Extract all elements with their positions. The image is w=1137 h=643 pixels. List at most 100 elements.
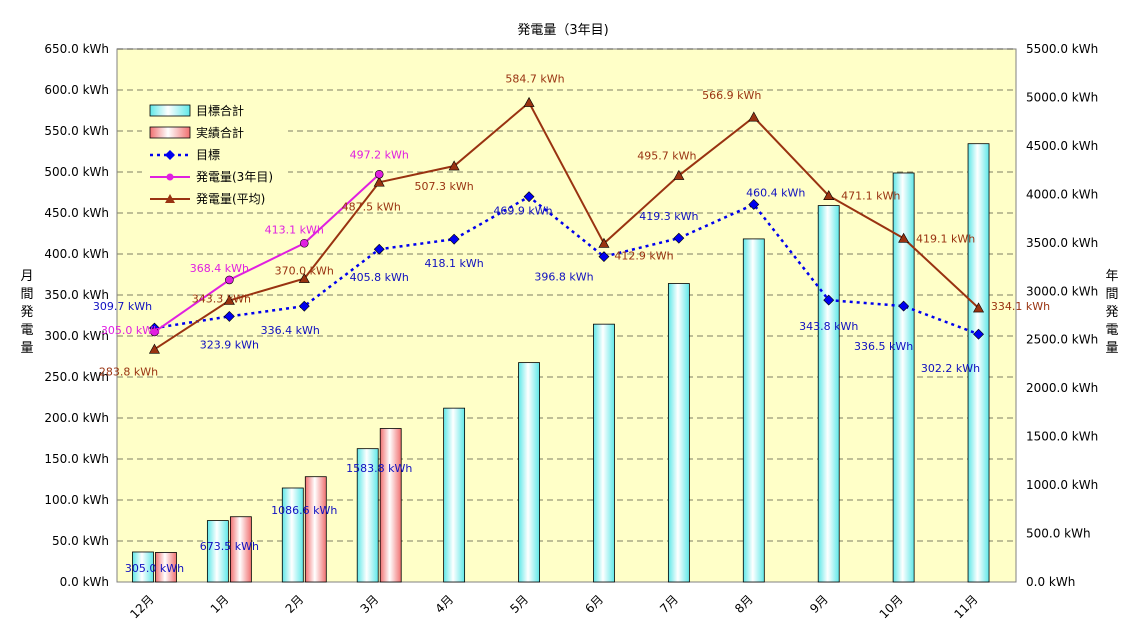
year3-line	[153, 173, 380, 333]
average-point	[223, 294, 235, 305]
bar-target-total	[967, 143, 990, 583]
bar-target-total	[667, 283, 690, 583]
target-point	[973, 328, 984, 340]
bar-target-total	[281, 487, 304, 583]
y-right-tick-label: 1500.0 kWh	[1026, 430, 1098, 444]
actual-total-data-label: 305.0 kWh	[125, 562, 184, 575]
target-data-label: 323.9 kWh	[200, 338, 259, 351]
y-right-tick-label: 1000.0 kWh	[1026, 478, 1098, 492]
average-line	[153, 100, 980, 351]
actual-total-data-label: 1583.8 kWh	[346, 462, 412, 475]
y-right-tick-label: 0.0 kWh	[1026, 575, 1075, 589]
target-data-label: 460.4 kWh	[746, 186, 805, 199]
target-point	[823, 294, 835, 306]
target-data-label: 469.9 kWh	[493, 205, 552, 218]
bar-target-total	[892, 172, 915, 583]
y-right-axis-title: 電	[1105, 323, 1118, 338]
target-point	[373, 243, 385, 255]
bar-actual-total	[155, 552, 177, 583]
average-point	[298, 272, 310, 283]
y-left-tick-label: 550.0 kWh	[44, 124, 109, 138]
x-tick-label: 8月	[732, 592, 756, 616]
bar-actual-total	[379, 428, 402, 583]
x-tick-label: 3月	[358, 592, 382, 616]
bar-target-total	[742, 238, 765, 583]
bar-actual-total	[304, 476, 327, 583]
average-data-label: 370.0 kWh	[275, 265, 334, 278]
y-right-tick-label: 500.0 kWh	[1026, 527, 1091, 541]
chart-title: 発電量（3年目)	[517, 23, 608, 38]
target-point	[223, 310, 235, 322]
year3-data-label: 497.2 kWh	[350, 148, 409, 161]
average-point	[148, 343, 160, 354]
average-point	[523, 96, 535, 107]
target-point	[673, 232, 685, 244]
bar-actual-total	[229, 516, 252, 583]
target-data-label: 343.8 kWh	[799, 320, 858, 333]
legend-swatch-bar	[149, 104, 191, 117]
y-right-tick-label: 5000.0 kWh	[1026, 90, 1098, 104]
legend-label: 目標合計	[196, 103, 244, 118]
y-right-axis-title: 量	[1105, 341, 1118, 356]
y-left-tick-label: 350.0 kWh	[44, 288, 109, 302]
y-left-tick-label: 150.0 kWh	[44, 452, 109, 466]
y-right-axis-title: 年	[1105, 269, 1118, 284]
target-data-label: 396.8 kWh	[534, 271, 593, 284]
target-data-label: 418.1 kWh	[425, 257, 484, 270]
x-tick-label: 10月	[877, 592, 906, 621]
y-right-tick-label: 2000.0 kWh	[1026, 381, 1098, 395]
x-tick-label: 9月	[807, 592, 831, 616]
average-point	[748, 111, 760, 122]
y-left-tick-label: 600.0 kWh	[44, 83, 109, 97]
y-left-axis-title: 量	[20, 341, 33, 356]
target-data-label: 336.4 kWh	[261, 324, 320, 337]
average-point	[673, 169, 685, 180]
bar-target-total	[206, 520, 229, 583]
target-point	[448, 233, 460, 245]
y-right-tick-label: 4000.0 kWh	[1026, 187, 1098, 201]
y-left-tick-label: 300.0 kWh	[44, 329, 109, 343]
target-point	[748, 199, 760, 210]
y-left-tick-label: 250.0 kWh	[44, 370, 109, 384]
y-left-tick-label: 400.0 kWh	[44, 247, 109, 261]
y-left-axis-title: 発	[20, 305, 33, 320]
x-tick-label: 12月	[127, 592, 156, 621]
y-left-tick-label: 100.0 kWh	[44, 493, 109, 507]
target-point	[598, 251, 610, 263]
average-data-label: 419.1 kWh	[916, 232, 975, 245]
average-point	[448, 160, 460, 171]
average-point	[898, 232, 910, 243]
year3-data-label: 413.1 kWh	[265, 223, 324, 236]
target-point	[898, 300, 910, 312]
x-tick-label: 1月	[208, 592, 232, 616]
target-data-label: 302.2 kWh	[921, 362, 980, 375]
y-right-axis-title: 発	[1105, 305, 1118, 320]
y-right-tick-label: 4500.0 kWh	[1026, 139, 1098, 153]
x-tick-label: 4月	[432, 592, 456, 616]
y-left-axis-title: 電	[20, 323, 33, 338]
legend-label: 発電量(平均)	[196, 192, 265, 206]
bar-target-total	[132, 551, 154, 583]
bar-target-total	[593, 323, 615, 583]
average-data-label: 283.8 kWh	[99, 365, 158, 378]
x-tick-label: 11月	[951, 592, 980, 621]
y-right-tick-label: 5500.0 kWh	[1026, 42, 1098, 56]
average-point	[373, 176, 385, 187]
y-right-tick-label: 3000.0 kWh	[1026, 284, 1098, 298]
y-left-tick-label: 50.0 kWh	[52, 534, 109, 548]
x-tick-label: 7月	[657, 592, 681, 616]
x-tick-label: 5月	[507, 592, 531, 616]
legend-label: 発電量(3年目)	[196, 170, 273, 184]
target-point	[523, 191, 535, 203]
average-data-label: 471.1 kWh	[841, 190, 900, 203]
average-data-label: 507.3 kWh	[415, 180, 474, 193]
year3-point	[225, 275, 234, 285]
year3-data-label: 368.4 kWh	[190, 262, 249, 275]
bar-target-total	[356, 448, 379, 583]
target-data-label: 405.8 kWh	[350, 271, 409, 284]
average-data-label: 412.9 kWh	[614, 249, 673, 262]
bar-target-total	[443, 407, 466, 583]
year3-data-label: 305.0 kWh	[101, 324, 160, 337]
